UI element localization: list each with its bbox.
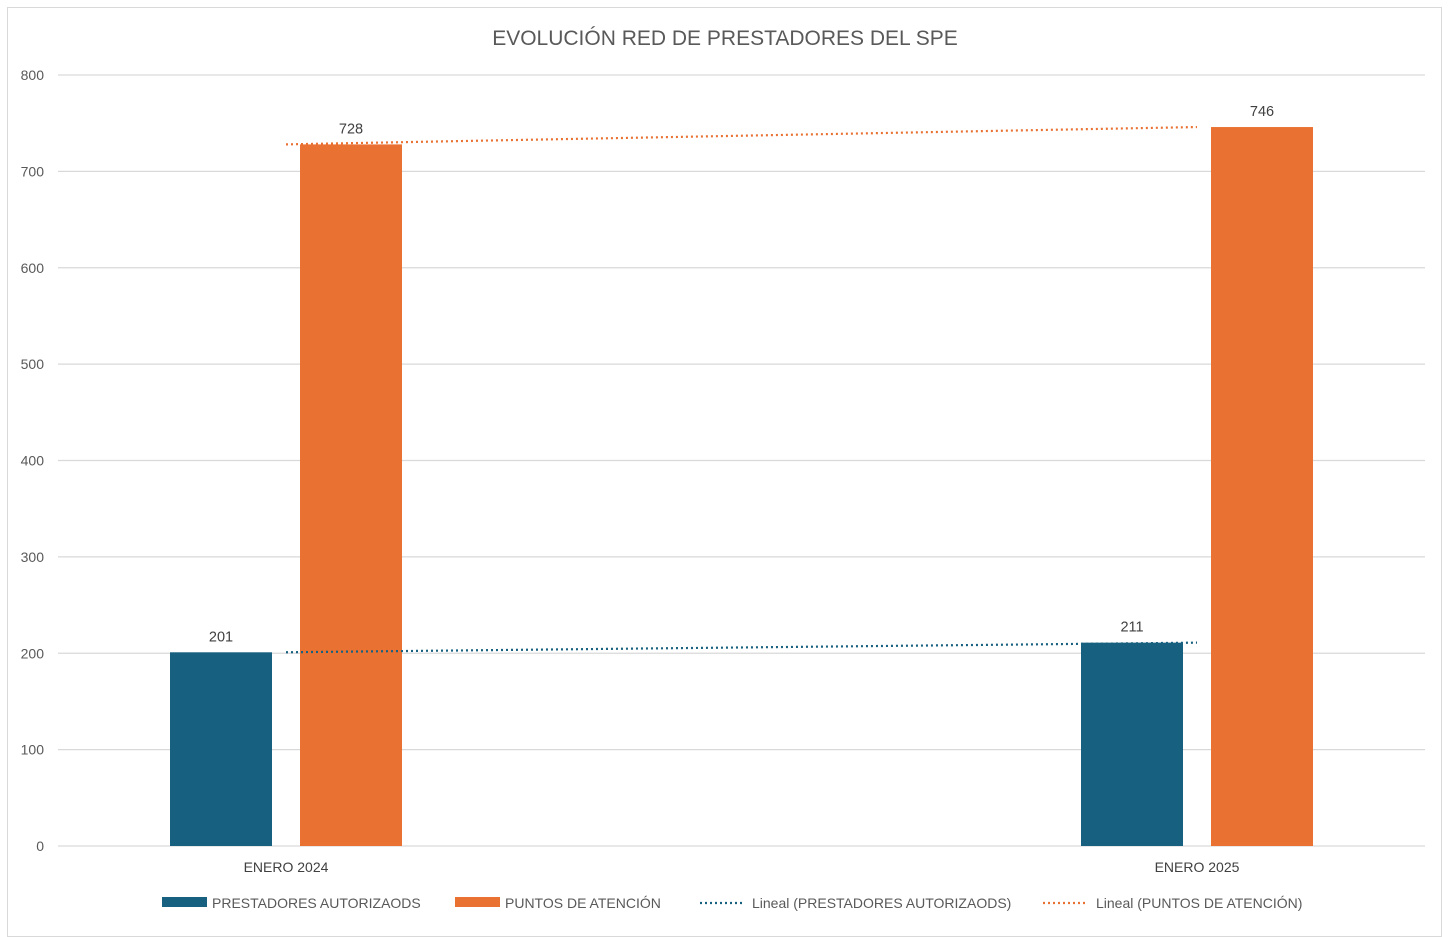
- y-tick-label: 0: [36, 838, 44, 854]
- data-label: 728: [339, 121, 363, 137]
- gridlines: [58, 74, 1425, 847]
- legend-swatch: [455, 897, 500, 907]
- trendline: [285, 641, 1198, 654]
- y-tick-label: 500: [21, 356, 45, 372]
- y-tick-label: 300: [21, 549, 45, 565]
- data-label: 201: [209, 629, 233, 645]
- y-tick-label: 600: [21, 260, 45, 276]
- y-axis-ticks: 0 100 200 300 400 500 600 700 800: [21, 67, 45, 854]
- legend-label: PUNTOS DE ATENCIÓN: [505, 895, 661, 911]
- y-tick-label: 200: [21, 645, 45, 661]
- data-label: 746: [1250, 104, 1274, 120]
- legend-label: Lineal (PRESTADORES AUTORIZAODS): [752, 895, 1011, 911]
- legend-label: Lineal (PUNTOS DE ATENCIÓN): [1096, 895, 1302, 911]
- y-tick-label: 800: [21, 67, 45, 83]
- bars: [170, 127, 1313, 847]
- x-axis-categories: ENERO 2024 ENERO 2025: [244, 859, 1240, 875]
- x-category-label: ENERO 2025: [1155, 859, 1240, 875]
- legend-label: PRESTADORES AUTORIZAODS: [212, 895, 421, 911]
- chart-title: EVOLUCIÓN RED DE PRESTADORES DEL SPE: [492, 27, 958, 50]
- bar-puntos: [300, 144, 402, 846]
- data-labels: 201 728 211 746: [209, 104, 1274, 645]
- legend-swatch: [162, 897, 207, 907]
- data-label: 211: [1120, 620, 1143, 636]
- y-tick-label: 100: [21, 742, 45, 758]
- x-category-label: ENERO 2024: [244, 859, 329, 875]
- y-tick-label: 400: [21, 453, 45, 469]
- bar-prestadores: [1081, 642, 1183, 846]
- bar-puntos: [1211, 127, 1313, 847]
- trendlines: [285, 125, 1198, 654]
- bar-prestadores: [170, 652, 272, 846]
- trendline: [285, 125, 1198, 146]
- legend: PRESTADORES AUTORIZAODS PUNTOS DE ATENCIÓ…: [162, 895, 1302, 911]
- y-tick-label: 700: [21, 163, 45, 179]
